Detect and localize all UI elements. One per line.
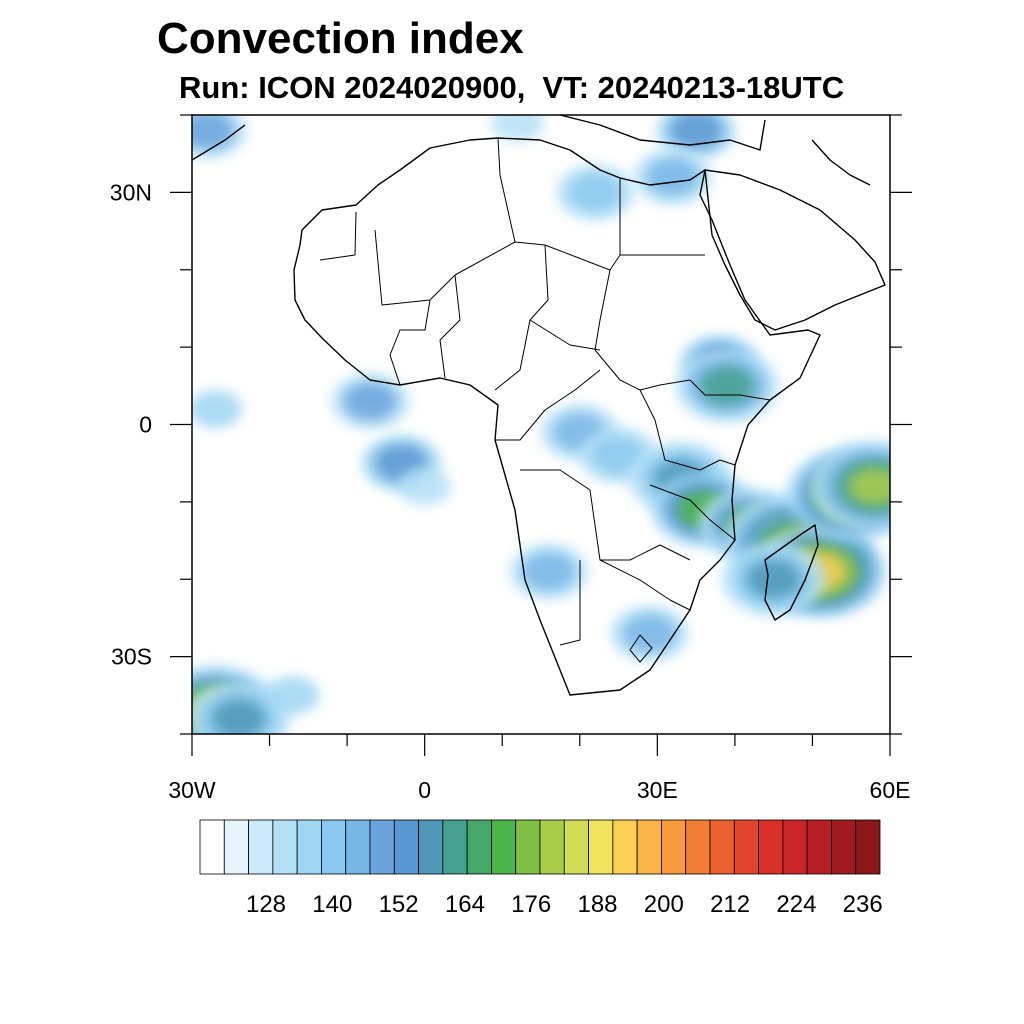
colorbar-swatch [418,819,444,875]
colorbar-label: 188 [577,891,617,918]
colorbar-label: 176 [511,891,551,918]
map-subtitle: Run: ICON 2024020900, VT: 20240213-18UTC [179,70,845,105]
colorbar-label: 224 [776,891,816,918]
colorbar-swatch [539,819,565,875]
colorbar-label: 212 [710,891,750,918]
lon-tick-label: 30E [637,777,678,803]
colorbar-swatch [661,819,687,875]
colorbar-label: 152 [379,891,419,918]
convection-cell [491,115,545,142]
colorbar-swatch [515,819,541,875]
colorbar [199,819,881,875]
colorbar-swatch [831,819,857,875]
convection-cell [591,436,646,475]
colorbar-swatch [345,819,371,875]
colorbar-swatch [369,819,395,875]
convection-cell [522,552,576,591]
convection-cell [747,560,801,599]
colorbar-swatch [588,819,614,875]
convection-cell [622,614,677,653]
convection-cell [398,467,452,506]
lat-tick-label: 0 [139,412,152,438]
colorbar-swatch [709,819,735,875]
colorbar-swatch [563,819,589,875]
axis-ticks [170,114,912,756]
colorbar-swatch [855,819,881,875]
colorbar-swatch [806,819,832,875]
convection-cell [669,115,723,150]
lon-tick-label: 0 [418,777,431,803]
convection-cell [192,115,235,150]
colorbar-label: 164 [445,891,485,918]
colorbar-label: 128 [246,891,286,918]
colorbar-swatch [733,819,759,875]
map-frame [191,114,891,735]
colorbar-swatch [272,819,298,875]
colorbar-labels: 128 140 152 164 176 188 200 212 224 236 [246,891,883,918]
convection-field [192,115,890,734]
convection-cell [568,173,622,212]
coastlines [192,115,886,696]
country-borders [319,137,771,663]
convection-cell [847,467,890,506]
convection-cell [192,390,242,429]
map-title: Convection index [157,14,524,63]
convection-cell [700,366,754,405]
lon-tick-label: 30W [168,777,216,803]
colorbar-swatch [758,819,784,875]
colorbar-swatch [491,819,517,875]
lat-tick-label: 30S [111,644,152,670]
colorbar-swatch [636,819,662,875]
colorbar-swatch [321,819,347,875]
colorbar-swatch [685,819,711,875]
colorbar-swatch [442,819,468,875]
colorbar-swatch [782,819,808,875]
colorbar-swatch [199,819,225,875]
lon-tick-label: 60E [870,777,911,803]
axis-tick-labels: 30W 0 30E 60E 30N 0 30S [110,179,911,803]
colorbar-swatch [223,819,249,875]
colorbar-label: 236 [843,891,883,918]
convection-cell [211,699,266,734]
convection-cell [646,157,700,196]
lat-tick-label: 30N [110,179,152,205]
colorbar-swatch [612,819,638,875]
convection-cell [266,676,320,715]
convection-cell [343,382,397,421]
colorbar-swatch [296,819,322,875]
colorbar-swatch [466,819,492,875]
colorbar-label: 200 [644,891,684,918]
colorbar-swatch [248,819,274,875]
colorbar-label: 140 [312,891,352,918]
colorbar-swatch [393,819,419,875]
